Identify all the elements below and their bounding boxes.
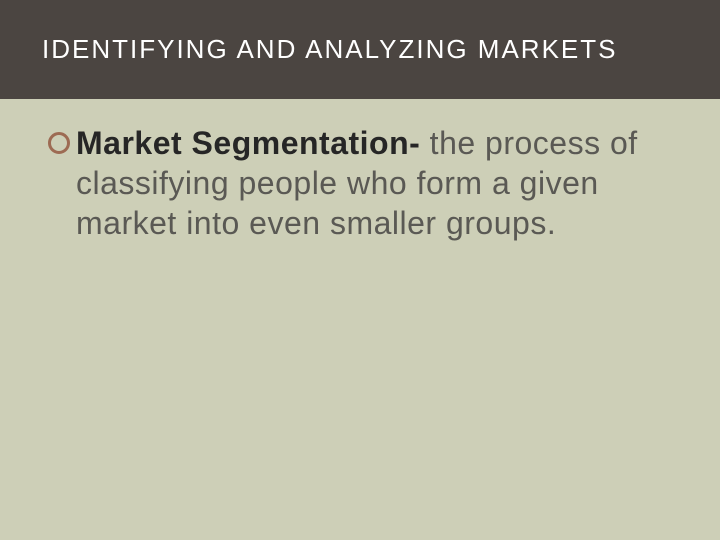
slide-title: IDENTIFYING AND ANALYZING MARKETS [42,34,692,65]
bullet-circle [50,134,69,153]
bullet-term: Market Segmentation- [76,125,430,161]
title-bar: IDENTIFYING AND ANALYZING MARKETS [0,0,720,99]
bullet-text: Market Segmentation- the process of clas… [76,123,680,243]
slide-body: Market Segmentation- the process of clas… [0,99,720,540]
bullet-svg [48,132,70,154]
slide: IDENTIFYING AND ANALYZING MARKETS Market… [0,0,720,540]
bullet-item: Market Segmentation- the process of clas… [48,123,680,243]
hollow-circle-icon [48,132,70,154]
